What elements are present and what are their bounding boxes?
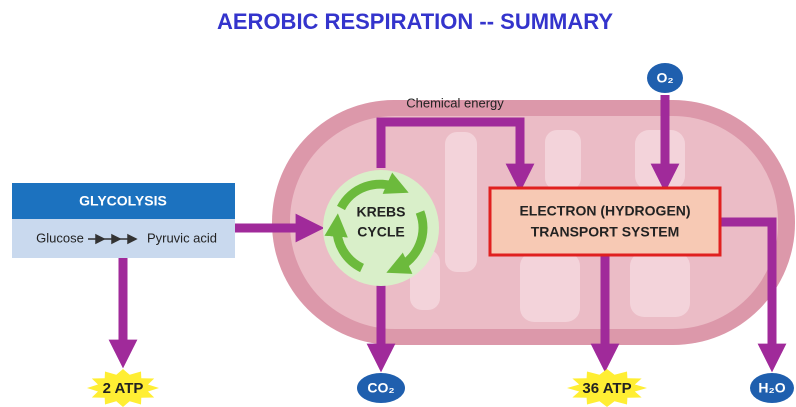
oxygen-label: O₂ (656, 70, 673, 86)
chemical-energy-label: Chemical energy (406, 95, 504, 110)
atp-burst (567, 369, 647, 407)
glycolysis-box: GLYCOLYSIS Glucose Pyruvic acid (12, 183, 235, 258)
co2-badge (357, 373, 405, 403)
glucose: Glucose (36, 230, 84, 245)
water-badge (750, 373, 794, 403)
transport-line: TRANSPORT SYSTEM (531, 224, 680, 240)
transport-box: ELECTRON (HYDROGEN) TRANSPORT SYSTEM (488, 186, 722, 257)
atp-label: 2 ATP (103, 380, 144, 397)
krebs-line: CYCLE (357, 224, 404, 240)
krebs-line: KREBS (356, 204, 405, 220)
water-label: H₂O (758, 380, 785, 396)
transport-line: ELECTRON (HYDROGEN) (519, 203, 690, 219)
atp-label: 36 ATP (582, 380, 631, 397)
atp-burst (87, 369, 159, 407)
oxygen-badge (647, 63, 683, 93)
pyruvic-acid: Pyruvic acid (147, 230, 217, 245)
krebs-cycle: KREBS CYCLE (323, 170, 439, 286)
co2-label: CO₂ (367, 380, 394, 396)
arrows (108, 95, 787, 373)
glycolysis-label: GLYCOLYSIS (79, 193, 167, 209)
title: AEROBIC RESPIRATION -- SUMMARY (217, 9, 613, 34)
